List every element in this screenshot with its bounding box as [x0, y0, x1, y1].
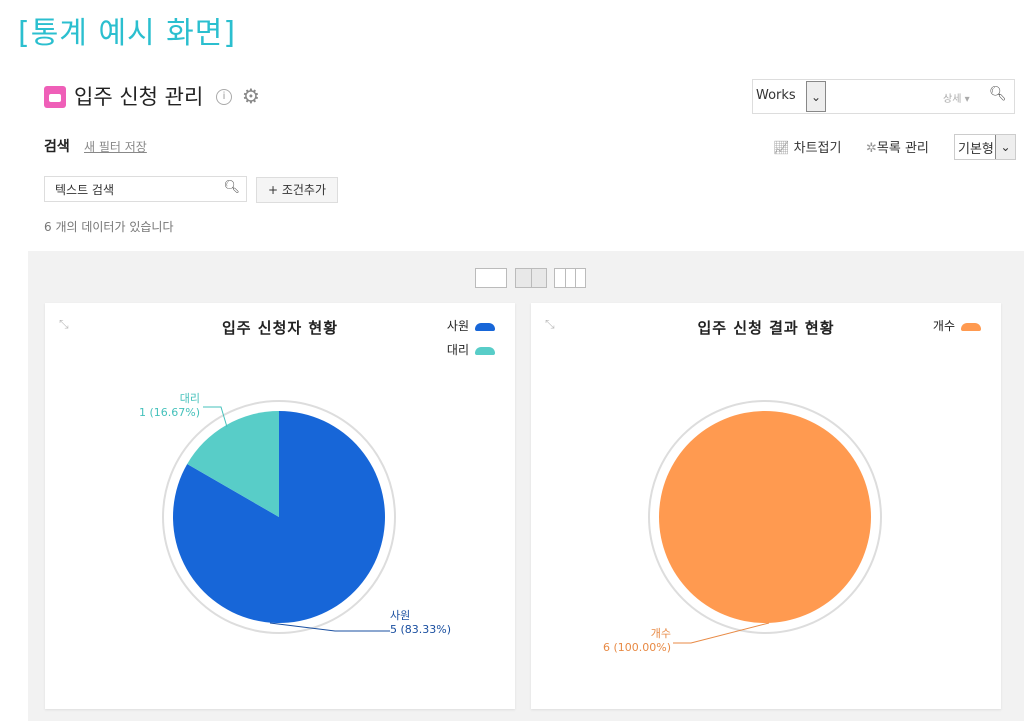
page-title: 입주 신청 관리 [74, 85, 204, 109]
chart-fold-button[interactable]: 📈︎ 차트접기 [773, 137, 841, 156]
pie-chart [648, 400, 882, 644]
data-label: 대리 1 (16.67%) [138, 392, 200, 419]
leader-line [203, 406, 228, 428]
text-search-input[interactable]: 텍스트 검색 🔍︎ [44, 176, 247, 202]
scope-select[interactable]: Works [756, 88, 796, 103]
info-icon[interactable]: i [216, 89, 232, 105]
legend-label: 대리 [446, 343, 469, 357]
chevron-down-icon[interactable]: ⌄ [806, 81, 826, 112]
legend-swatch [961, 322, 981, 331]
chart-title: 입주 신청자 현황 [221, 319, 339, 337]
pie-slice [187, 411, 279, 517]
legend-swatch [475, 322, 495, 331]
expand-icon[interactable]: ⤡ [59, 317, 69, 331]
legend-item[interactable]: 개수 [933, 317, 981, 334]
layout-2col-button[interactable] [515, 268, 547, 288]
view-type-select[interactable]: 기본형 ⌄ [954, 134, 1016, 160]
view-type-value: 기본형 [958, 142, 994, 157]
top-search[interactable]: Works ⌄ 상세 ▾ 🔍︎ [752, 79, 1015, 114]
add-condition-button[interactable]: + 조건추가 [256, 177, 338, 203]
leader-line [269, 622, 390, 632]
pie-slice [173, 411, 385, 623]
pie-slice [659, 411, 871, 623]
legend-item[interactable]: 대리 [447, 341, 495, 358]
chart-card-results: ⤡ 입주 신청 결과 현황 개수 개수 6 (100.00%) [531, 303, 1001, 709]
pie-chart [162, 400, 396, 634]
legend-swatch [475, 346, 495, 355]
result-count: 6 개의 데이터가 있습니다 [44, 220, 174, 234]
text-search-placeholder: 텍스트 검색 [55, 183, 115, 197]
gear-icon[interactable]: ⚙ [242, 84, 260, 108]
data-label: 개수 6 (100.00%) [602, 627, 671, 654]
data-label: 사원 5 (83.33%) [390, 609, 452, 636]
app-icon [44, 86, 66, 108]
legend-label: 사원 [446, 319, 469, 333]
legend-label: 개수 [932, 319, 955, 333]
chart-icon: 📈︎ [773, 141, 794, 156]
search-icon[interactable]: 🔍︎ [989, 86, 1007, 102]
expand-icon[interactable]: ⤡ [545, 317, 555, 331]
chart-fold-label: 차트접기 [793, 141, 842, 156]
gear-icon: ✲ [866, 141, 877, 156]
legend-item[interactable]: 사원 [447, 317, 495, 334]
banner-title: [통계 예시 화면] [18, 16, 237, 51]
leader-line [673, 622, 770, 644]
search-icon[interactable]: 🔍︎ [223, 180, 240, 195]
detail-search-toggle[interactable]: 상세 ▾ [943, 94, 970, 105]
save-filter-link[interactable]: 새 필터 저장 [84, 140, 147, 154]
chart-title: 입주 신청 결과 현황 [697, 319, 835, 337]
list-manage-label: 목록 관리 [876, 141, 929, 156]
layout-3col-button[interactable] [554, 268, 586, 288]
chevron-down-icon[interactable]: ⌄ [995, 135, 1015, 159]
layout-1col-button[interactable] [475, 268, 507, 288]
search-label: 검색 [44, 139, 70, 155]
chart-card-applicants: ⤡ 입주 신청자 현황 사원 대리 대리 1 (16.67%) 사원 5 (83.3… [45, 303, 515, 709]
list-manage-button[interactable]: ✲목록 관리 [866, 137, 929, 156]
